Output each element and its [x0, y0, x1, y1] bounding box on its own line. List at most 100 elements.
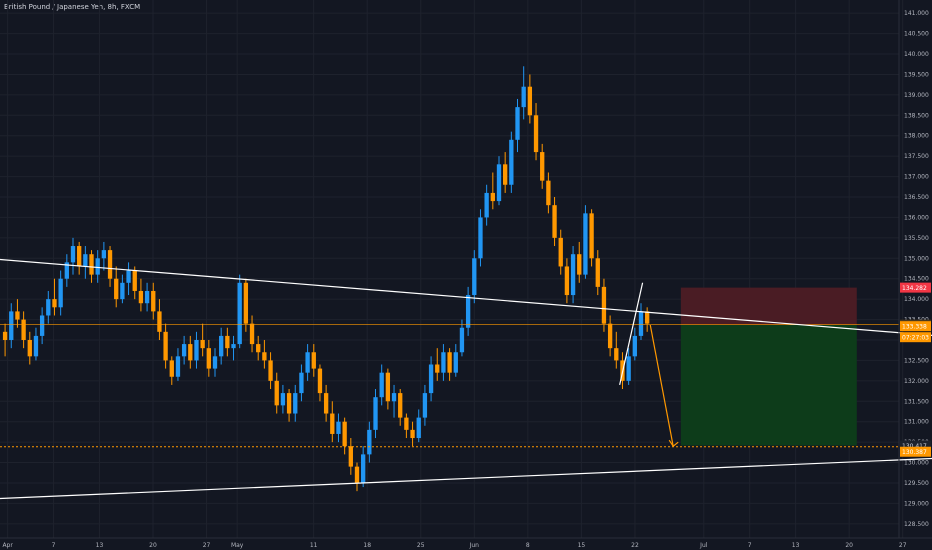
target-line-label: 130.387	[902, 449, 927, 456]
candle-body	[219, 335, 224, 357]
candle-body	[435, 364, 440, 373]
candle-body	[348, 446, 353, 467]
candle-body	[46, 299, 51, 316]
y-tick-label: 137.000	[904, 174, 929, 181]
candle-body	[459, 327, 465, 353]
candle-body	[274, 380, 279, 406]
y-tick-label: 129.000	[904, 500, 929, 507]
price-axis[interactable]: 128.500129.000129.500130.000130.500131.0…	[898, 0, 929, 538]
candle-body	[601, 286, 607, 324]
target-label: 130.417	[902, 443, 927, 450]
candle-body	[410, 429, 415, 439]
candle-body	[163, 331, 168, 361]
candle-body	[58, 278, 63, 308]
candle-body	[546, 180, 551, 206]
candle-body	[299, 372, 304, 394]
candle-body	[373, 397, 378, 430]
candle-body	[367, 429, 372, 455]
candle-body	[398, 393, 403, 418]
trendlines	[0, 258, 932, 500]
x-tick-label: Jun	[469, 542, 480, 549]
y-tick-label: 131.500	[904, 398, 929, 405]
candle-body	[64, 262, 69, 279]
countdown-label: 07:27:03	[902, 335, 929, 342]
countdown-box	[900, 332, 931, 343]
y-tick-label: 136.000	[904, 214, 929, 221]
y-tick-label: 136.500	[904, 194, 929, 201]
grid	[0, 0, 904, 538]
candle-body	[33, 335, 39, 357]
candle-body	[15, 311, 20, 320]
x-tick-label: 27	[203, 542, 211, 549]
y-tick-label: 139.500	[904, 71, 929, 78]
candle-body	[484, 192, 489, 218]
candle-body	[323, 393, 329, 414]
candle-body	[243, 282, 249, 324]
candle-body	[583, 213, 588, 275]
candle-body	[114, 278, 119, 300]
candle-body	[496, 164, 502, 202]
stop-loss-zone	[680, 287, 857, 325]
candle-body	[564, 266, 570, 296]
candle-body	[595, 258, 600, 287]
candle-body	[237, 282, 242, 345]
target-label-box	[900, 440, 931, 451]
candle-body	[262, 352, 267, 361]
candle-body	[527, 86, 533, 116]
candle-body	[126, 270, 131, 283]
candle-body	[175, 356, 181, 377]
x-tick-label: Jul	[699, 542, 708, 549]
x-tick-label: 27	[899, 542, 907, 549]
trendline-rising-wedge-edge	[619, 282, 644, 386]
x-tick-label: 11	[310, 542, 318, 549]
candle-body	[385, 372, 391, 402]
candle-body	[336, 421, 341, 434]
candle-body	[465, 295, 471, 328]
y-tick-label: 139.000	[904, 92, 929, 99]
candle-body	[144, 290, 150, 304]
time-axis[interactable]: Apr 7 13 20 27 May 11 18 25 Jun 8 15 22 Jul 7 13 20 27	[0, 537, 932, 549]
candle-body	[645, 311, 650, 324]
y-tick-label: 141.000	[904, 10, 929, 17]
candle-body	[404, 417, 409, 430]
y-tick-label: 137.500	[904, 153, 929, 160]
candle-body	[533, 115, 539, 153]
candle-body	[89, 254, 94, 275]
trendline-descending-resistance	[0, 258, 932, 336]
candle-body	[305, 352, 310, 373]
y-tick-label: 135.500	[904, 235, 929, 242]
take-profit-zone	[680, 324, 857, 446]
candle-body	[626, 356, 631, 381]
candle-body	[268, 360, 273, 381]
candle-body	[447, 352, 452, 373]
candle-body	[317, 368, 323, 394]
candle-body	[614, 348, 619, 361]
x-tick-label: 7	[748, 542, 752, 549]
x-tick-label: 18	[363, 542, 371, 549]
candles	[2, 66, 650, 492]
candle-body	[231, 344, 236, 349]
x-tick-label: Apr	[2, 542, 13, 549]
candle-body	[188, 344, 193, 361]
position-zones	[680, 287, 857, 446]
candle-body	[391, 393, 397, 402]
candle-body	[2, 331, 8, 340]
candle-body	[249, 323, 255, 345]
x-tick-label: 25	[417, 542, 425, 549]
candle-body	[490, 192, 495, 202]
candle-body	[157, 311, 162, 332]
candle-body	[509, 139, 514, 185]
x-tick-label: 20	[149, 542, 157, 549]
candle-body	[181, 344, 187, 357]
candle-body	[286, 393, 292, 414]
candle-body	[589, 213, 594, 259]
candle-body	[607, 323, 613, 349]
candle-body	[212, 356, 218, 369]
candle-body	[552, 205, 557, 238]
chart-title: British Pound / Japanese Yen, 8h, FXCM	[4, 3, 141, 11]
candle-body	[478, 217, 483, 259]
candle-body	[638, 311, 644, 336]
candle-body	[132, 270, 137, 291]
x-tick-label: 13	[792, 542, 800, 549]
